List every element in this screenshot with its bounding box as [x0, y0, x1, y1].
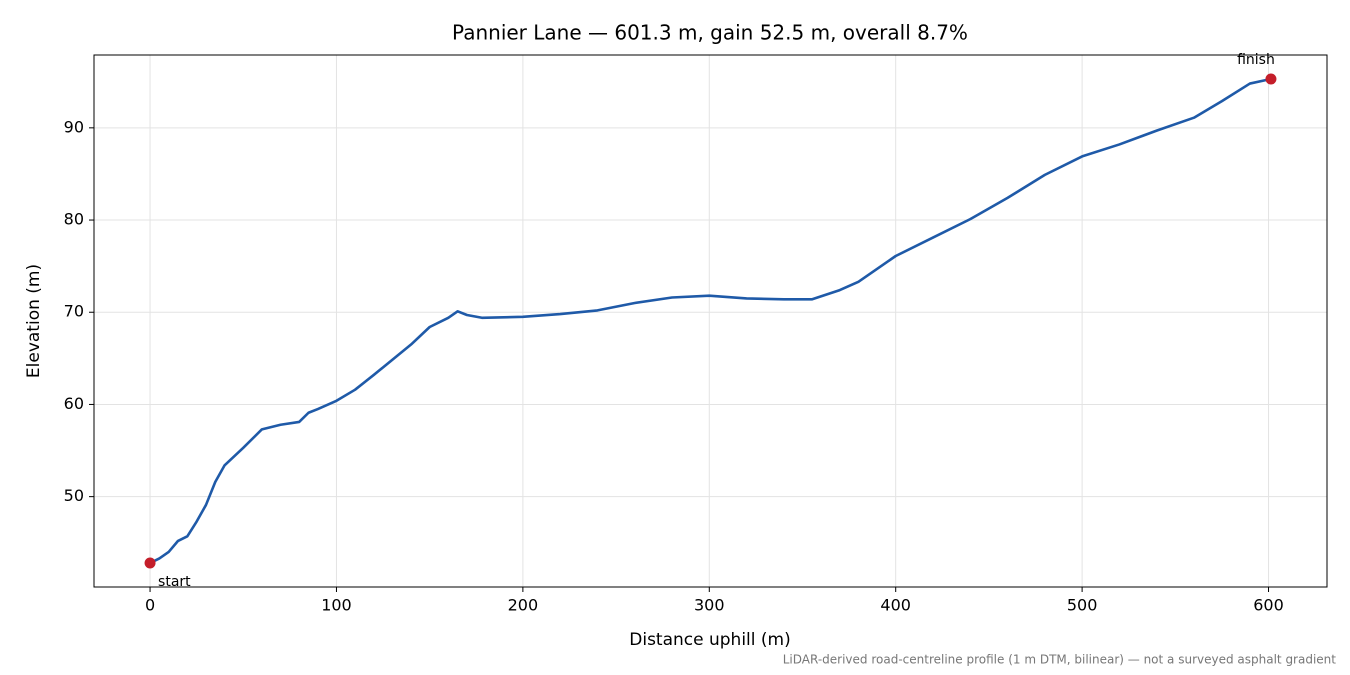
elevation-line: [149, 77, 1272, 565]
x-tick-label: 300: [694, 596, 725, 615]
endpoint-label: start: [158, 574, 191, 590]
footnote: LiDAR-derived road-centreline profile (1…: [783, 653, 1337, 667]
y-axis-label: Elevation (m): [24, 264, 44, 378]
plot-frame: [93, 54, 1328, 588]
x-axis-label: Distance uphill (m): [629, 630, 790, 650]
endpoint-label: finish: [1237, 52, 1275, 68]
endpoint-marker: [1265, 73, 1277, 85]
x-tick-label: 400: [880, 596, 911, 615]
endpoint-marker: [144, 557, 156, 569]
x-tick-label: 0: [145, 596, 155, 615]
x-tick-label: 100: [321, 596, 352, 615]
y-tick-label: 60: [64, 394, 84, 413]
y-tick-label: 70: [64, 302, 84, 321]
y-tick-label: 80: [64, 210, 84, 229]
x-tick-label: 200: [508, 596, 539, 615]
y-tick-label: 90: [64, 117, 84, 136]
y-tick-label: 50: [64, 486, 84, 505]
x-tick-label: 600: [1253, 596, 1284, 615]
x-tick-label: 500: [1067, 596, 1098, 615]
chart-title: Pannier Lane — 601.3 m, gain 52.5 m, ove…: [452, 21, 968, 45]
